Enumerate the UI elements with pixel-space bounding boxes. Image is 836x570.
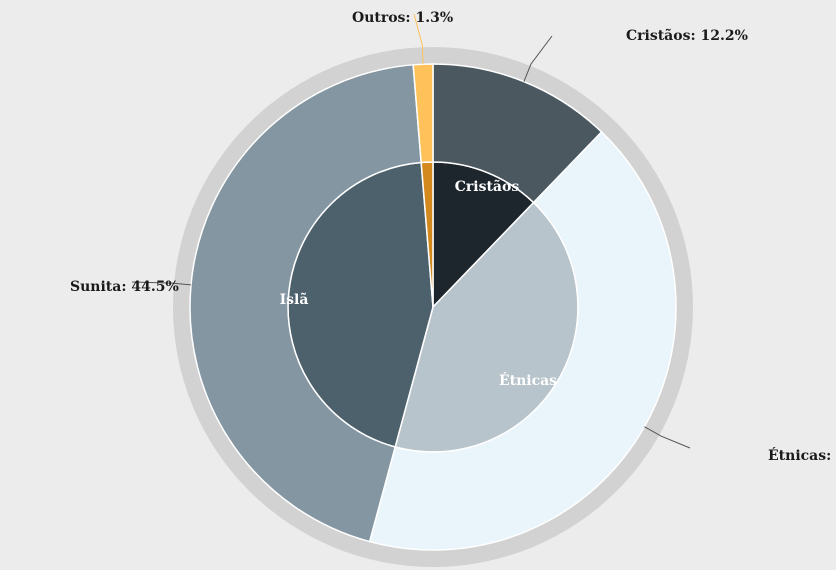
inner-label: Islã <box>280 291 309 308</box>
inner-label: Cristãos <box>455 178 520 195</box>
outer-label: Cristãos: 12.2% <box>626 27 748 44</box>
outer-label: Sunita: 44.5% <box>70 279 179 295</box>
inner-label: Étnicas <box>499 371 557 389</box>
chart: Cristãos Étnicas Islã Cristãos: 12.2% Étnica… <box>0 0 836 570</box>
outer-label: Étnicas: 42% <box>768 446 836 464</box>
outer-label: Outros: 1.3% <box>352 10 453 26</box>
page: {"chart_data": {"type": "nested-pie", "r… <box>0 0 836 570</box>
